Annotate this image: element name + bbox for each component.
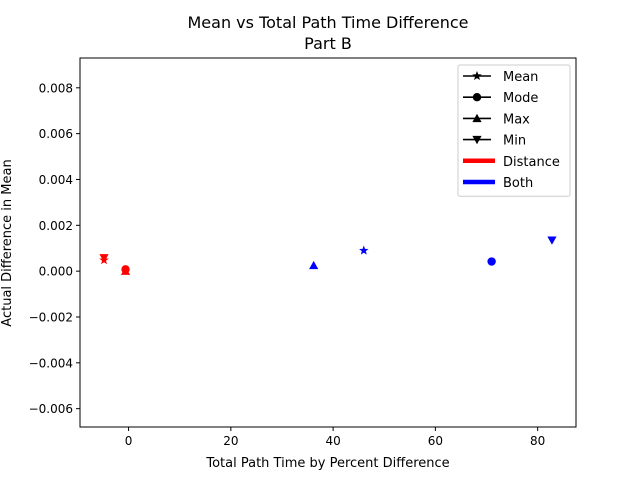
legend-marker-circle bbox=[472, 93, 482, 102]
chart-subtitle: Part B bbox=[304, 34, 352, 53]
legend-marker-triangle-up bbox=[472, 113, 482, 123]
y-tick-label: −0.006 bbox=[29, 402, 73, 416]
legend-item-mode: Mode bbox=[463, 91, 538, 106]
y-tick-label: 0.002 bbox=[39, 219, 73, 233]
x-tick-label: 20 bbox=[223, 434, 238, 448]
legend-label: Max bbox=[503, 112, 530, 127]
y-tick-label: 0.000 bbox=[39, 265, 73, 279]
legend-item-both: Both bbox=[463, 176, 533, 191]
x-tick-label: 80 bbox=[530, 434, 545, 448]
chart-title: Mean vs Total Path Time Difference bbox=[188, 13, 469, 32]
x-tick-label: 0 bbox=[125, 434, 133, 448]
legend: Mean Mode Max Min Distance Both bbox=[457, 64, 571, 197]
y-tick-label: 0.008 bbox=[39, 81, 73, 95]
legend-item-distance: Distance bbox=[463, 155, 560, 170]
data-point-both-max bbox=[309, 260, 319, 270]
y-tick-label: 0.004 bbox=[39, 173, 73, 187]
legend-item-max: Max bbox=[463, 112, 530, 127]
plot-frame bbox=[79, 57, 577, 428]
y-tick-label: −0.004 bbox=[29, 356, 73, 370]
legend-label: Distance bbox=[503, 155, 560, 170]
legend-marker-star bbox=[472, 71, 482, 81]
y-axis-label: Actual Difference in Mean bbox=[0, 159, 15, 326]
legend-label: Min bbox=[503, 134, 526, 149]
legend-item-mean: Mean bbox=[463, 70, 538, 85]
data-points bbox=[99, 236, 557, 275]
y-tick-label: −0.002 bbox=[29, 310, 73, 324]
data-point-both-mean bbox=[359, 245, 369, 255]
x-tick-label: 60 bbox=[428, 434, 443, 448]
x-axis-label: Total Path Time by Percent Difference bbox=[205, 456, 449, 471]
data-point-distance-min bbox=[99, 254, 109, 263]
legend-label: Mode bbox=[503, 91, 538, 106]
data-point-both-mode bbox=[487, 257, 496, 266]
data-point-both-min bbox=[547, 236, 557, 245]
plot-area bbox=[79, 57, 577, 428]
data-point-distance-max bbox=[120, 266, 131, 275]
x-tick-label: 40 bbox=[325, 434, 340, 448]
y-tick-label: 0.006 bbox=[39, 127, 73, 141]
legend-label: Both bbox=[503, 176, 533, 191]
y-axis-ticks: −0.006 −0.004 −0.002 0.000 0.002 0.004 0.006 0.… bbox=[29, 81, 80, 416]
legend-label: Mean bbox=[503, 70, 538, 85]
legend-item-min: Min bbox=[463, 134, 526, 149]
x-axis-ticks: 0 20 40 60 80 bbox=[125, 427, 545, 448]
legend-marker-triangle-down bbox=[472, 135, 482, 145]
